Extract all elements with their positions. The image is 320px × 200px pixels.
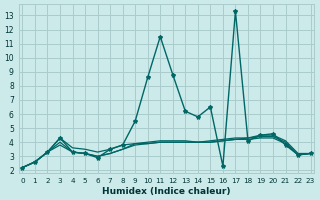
X-axis label: Humidex (Indice chaleur): Humidex (Indice chaleur) xyxy=(102,187,231,196)
